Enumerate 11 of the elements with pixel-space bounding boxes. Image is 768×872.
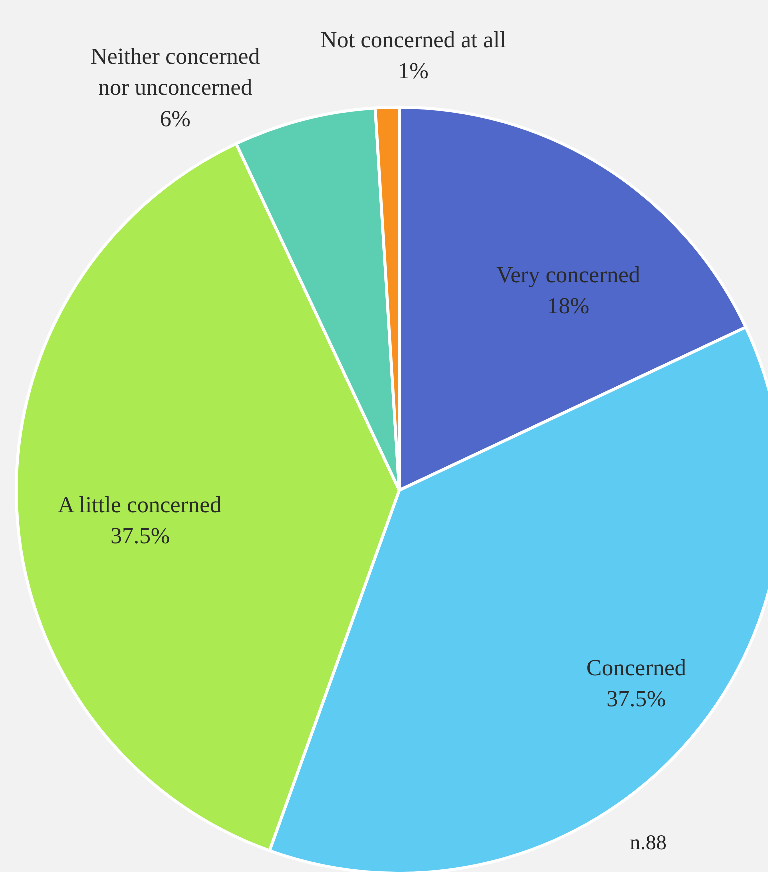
data-label: 1% <box>398 58 429 84</box>
data-label: 6% <box>160 106 191 132</box>
slice-label: Neither concerned nor unconcerned <box>90 44 261 100</box>
data-label: 37.5% <box>606 686 666 712</box>
slice-label: A little concerned <box>58 492 222 518</box>
slice-label: Concerned <box>586 655 687 680</box>
slice-label: Very concerned <box>496 262 641 288</box>
text: n.88 <box>630 830 667 854</box>
data-label: 18% <box>547 294 590 319</box>
slice-label: Not concerned at all <box>320 27 506 52</box>
data-label: 37.5% <box>110 524 170 549</box>
